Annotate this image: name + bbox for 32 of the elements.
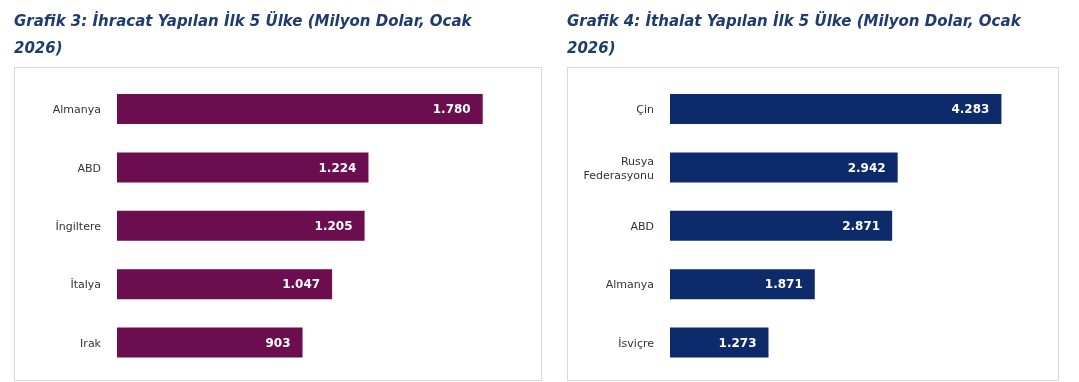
bar [670, 327, 769, 358]
y-tick-label: İtalya [70, 278, 101, 292]
y-tick-label: ABD [77, 161, 101, 175]
y-tick-label: Almanya [605, 278, 654, 292]
data-label: 1.871 [764, 277, 803, 292]
data-label: 4.283 [951, 102, 990, 117]
bar [670, 94, 1002, 124]
y-tick-label: Çin [636, 103, 655, 117]
bar [117, 94, 483, 124]
data-label: 1.780 [432, 102, 471, 117]
y-tick-label: Rusya Federasyonu [583, 154, 654, 182]
data-label: 1.224 [318, 160, 357, 175]
y-tick-label: Irak [80, 336, 102, 350]
chart-title: Grafik 3: İhracat Yapılan İlk 5 Ülke (Milyon Dolar, Ocak 2026) [14, 10, 473, 59]
bar [117, 269, 333, 300]
bar [117, 210, 365, 241]
data-label: 903 [265, 335, 291, 350]
data-label: 1.205 [314, 219, 353, 234]
bar [117, 152, 369, 183]
bar [117, 327, 303, 358]
bar [670, 269, 815, 300]
y-tick-label: Almanya [52, 103, 101, 117]
y-tick-label: ABD [630, 220, 654, 233]
y-tick-label: İsviçre [618, 336, 655, 350]
data-label: 2.871 [842, 219, 881, 234]
data-label: 1.047 [282, 277, 321, 292]
bar [670, 210, 893, 241]
y-tick-label: İngiltere [55, 220, 102, 233]
bar [670, 152, 898, 183]
chart-title: Grafik 4: İthalat Yapılan İlk 5 Ülke (Milyon Dolar, Ocak 2026) [567, 10, 1022, 59]
data-label: 1.273 [718, 335, 757, 350]
data-label: 2.942 [847, 160, 886, 175]
